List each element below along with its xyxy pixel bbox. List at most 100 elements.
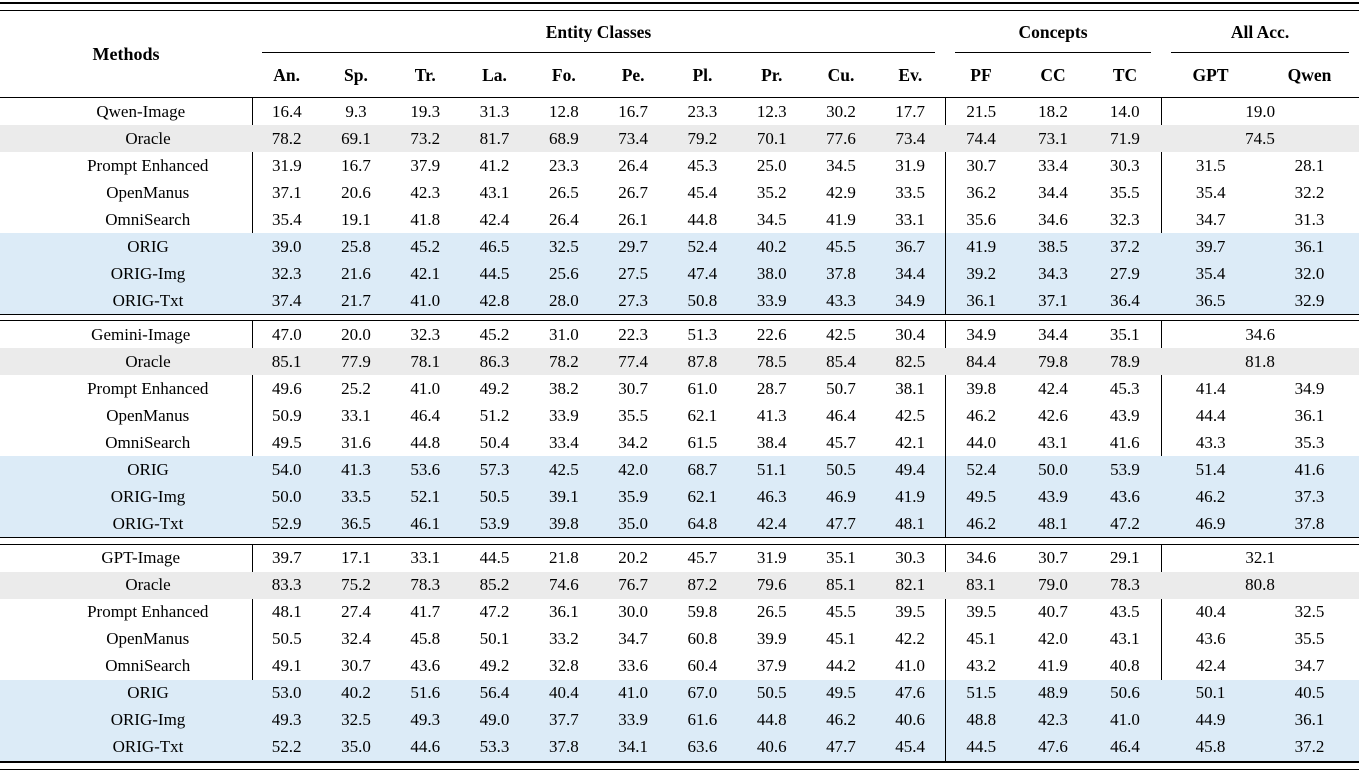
value-cell: 17.1 (341, 548, 371, 568)
value-cell: 23.3 (687, 101, 718, 121)
value-cell: 51.3 (687, 324, 718, 344)
value-cell: 25.8 (341, 236, 371, 256)
value-cell: 36.1 (944, 287, 1017, 314)
value-cell: 39.1 (548, 486, 579, 506)
value-cell: 37.8 (548, 737, 579, 757)
column-header-cc: CC (1040, 65, 1066, 85)
value-cell: 38.1 (895, 378, 925, 398)
value-cell: 42.0 (618, 459, 648, 479)
value-cell: 74.4 (966, 128, 996, 148)
method-name-cell: ORIG (127, 683, 169, 703)
value-cell: 26.5 (548, 182, 579, 202)
value-cell: 42.8 (479, 290, 510, 310)
value-cell: 51.1 (756, 459, 787, 479)
value-cell: 33.1 (895, 209, 925, 229)
table-row-orig-txt: ORIG-Txt 37.4 21.7 41.0 42.8 28.0 27.3 50.8 33.9… (0, 287, 1359, 314)
value-cell: 47.7 (826, 513, 856, 533)
table-row-orig: ORIG 39.0 25.8 45.2 46.5 32.5 29.7 52.4 40.2 45.5… (0, 233, 1359, 260)
value-cell: 84.4 (966, 351, 996, 371)
value-cell: 31.9 (756, 548, 787, 568)
value-cell: 56.4 (479, 683, 510, 703)
value-cell: 34.7 (618, 629, 648, 649)
all-acc-gpt-cell: 46.2 (1195, 486, 1226, 506)
table-row-omnisearch: OmniSearch 35.4 19.1 41.8 42.4 26.4 26.1 44.8 34… (0, 206, 1359, 233)
method-name-cell: Qwen-Image (0, 97, 253, 125)
bottom-rule (0, 760, 1359, 770)
value-cell: 30.7 (944, 152, 1017, 179)
table-row-orig-txt: ORIG-Txt 52.9 36.5 46.1 53.9 39.8 35.0 64.8 42.4… (0, 510, 1359, 538)
table-row-oracle: Oracle 78.2 69.1 73.2 81.7 68.9 73.4 79.2 70.1 77… (0, 125, 1359, 152)
value-cell: 16.7 (618, 101, 648, 121)
value-cell: 41.2 (479, 155, 510, 175)
all-acc-qwen-cell: 37.8 (1294, 513, 1325, 533)
value-cell: 75.2 (341, 575, 371, 595)
value-cell: 68.9 (548, 128, 579, 148)
method-name-cell: OmniSearch (0, 652, 253, 680)
value-cell: 41.0 (1110, 710, 1140, 730)
value-cell: 70.1 (756, 128, 787, 148)
value-cell: 44.8 (687, 209, 718, 229)
value-cell: 50.7 (826, 378, 856, 398)
value-cell: 23.3 (548, 155, 579, 175)
methods-column-header: Methods (92, 43, 160, 64)
value-cell: 85.2 (479, 575, 510, 595)
value-cell: 78.3 (410, 575, 441, 595)
value-cell: 45.7 (826, 432, 856, 452)
value-cell: 35.0 (618, 513, 648, 533)
value-cell: 33.1 (341, 405, 371, 425)
value-cell: 40.6 (895, 710, 925, 730)
value-cell: 53.0 (271, 683, 302, 703)
value-cell: 69.1 (341, 128, 371, 148)
value-cell: 35.0 (341, 737, 371, 757)
value-cell: 43.3 (826, 290, 856, 310)
value-cell: 31.0 (548, 324, 579, 344)
results-table: Methods Entity Classes Concepts All Acc.… (0, 11, 1359, 761)
value-cell: 27.3 (618, 290, 648, 310)
value-cell: 51.2 (479, 405, 510, 425)
value-cell: 31.6 (341, 432, 371, 452)
method-name-cell: Oracle (125, 351, 171, 371)
value-cell: 38.4 (756, 432, 787, 452)
value-cell: 77.6 (826, 128, 856, 148)
value-cell: 48.8 (944, 706, 1017, 734)
all-acc-qwen-cell: 31.3 (1294, 209, 1325, 229)
all-acc-gpt-cell: 50.1 (1195, 683, 1226, 703)
all-acc-gpt-cell: 42.4 (1160, 652, 1261, 680)
value-cell: 41.6 (1109, 432, 1140, 452)
column-header-sp: Sp. (344, 65, 368, 85)
value-cell: 49.5 (826, 683, 856, 703)
value-cell: 28.0 (548, 290, 579, 310)
all-acc-qwen-cell: 37.2 (1294, 737, 1325, 757)
value-cell: 60.4 (687, 656, 718, 676)
all-acc-gpt-cell: 31.5 (1160, 152, 1261, 179)
value-cell: 82.1 (895, 575, 926, 595)
value-cell: 45.2 (479, 324, 510, 344)
column-header-tc: TC (1112, 65, 1138, 85)
value-cell: 44.8 (410, 432, 441, 452)
table-row-gemini-image: Gemini-Image 47.0 20.0 32.3 45.2 31.0 22.3 51.3… (0, 321, 1359, 349)
value-cell: 19.1 (341, 209, 371, 229)
value-cell: 33.5 (895, 182, 925, 202)
value-cell: 39.8 (944, 375, 1017, 403)
all-acc-gpt-cell: 43.3 (1160, 429, 1261, 457)
value-cell: 44.0 (944, 429, 1017, 457)
value-cell: 44.5 (479, 263, 510, 283)
all-acc-merged-cell: 80.8 (1245, 575, 1275, 595)
value-cell: 40.6 (756, 737, 787, 757)
value-cell: 26.5 (756, 602, 787, 622)
value-cell: 20.0 (341, 324, 371, 344)
value-cell: 63.6 (687, 737, 718, 757)
value-cell: 34.5 (826, 155, 856, 175)
value-cell: 39.5 (895, 602, 925, 622)
value-cell: 44.2 (826, 656, 856, 676)
value-cell: 30.3 (895, 548, 925, 568)
value-cell: 39.8 (548, 513, 579, 533)
value-cell: 45.7 (687, 548, 718, 568)
value-cell: 33.4 (1038, 155, 1068, 175)
table-row-orig-img: ORIG-Img 49.3 32.5 49.3 49.0 37.7 33.9 61.6 44.8… (0, 706, 1359, 734)
value-cell: 87.8 (687, 351, 718, 371)
all-acc-qwen-cell: 40.5 (1294, 683, 1325, 703)
method-block: GPT-Image 39.7 17.1 33.1 44.5 21.8 20.2 45.7 31.… (0, 544, 1359, 761)
value-cell: 34.6 (1038, 209, 1068, 229)
